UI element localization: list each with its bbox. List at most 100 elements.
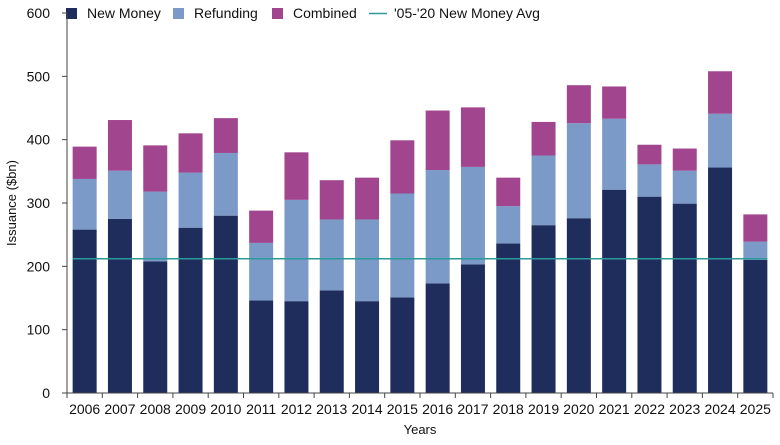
y-tick-label: 200 — [27, 258, 51, 274]
x-tick-label: 2016 — [422, 401, 453, 417]
bar-new-money-2021 — [602, 189, 627, 393]
bar-stack-2022 — [637, 144, 662, 393]
legend-item: Refunding — [173, 5, 258, 21]
bar-stack-2024 — [708, 71, 733, 393]
x-tick-label: 2018 — [493, 401, 524, 417]
bar-stack-2006 — [72, 146, 97, 393]
bar-stack-2017 — [460, 107, 485, 393]
bar-refunding-2022 — [637, 164, 662, 197]
x-axis: 2006 2007 2008 2009 2010 2011 2012 2013 2014 2015… — [66, 392, 774, 417]
legend-label: Refunding — [194, 5, 258, 21]
bar-combined-2008 — [143, 145, 168, 192]
legend: New Money Refunding Combined '05-'20 New Mo… — [66, 5, 540, 21]
x-tick-label: 2024 — [704, 401, 735, 417]
bar-new-money-2023 — [672, 203, 697, 393]
bar-combined-2016 — [425, 110, 450, 171]
y-tick-label: 400 — [27, 132, 51, 148]
x-tick-label: 2011 — [246, 401, 276, 417]
bar-combined-2021 — [602, 86, 627, 119]
legend-item: Combined — [272, 5, 357, 21]
bar-stack-2013 — [319, 180, 344, 393]
bar-new-money-2012 — [284, 301, 309, 393]
bar-new-money-2019 — [531, 225, 556, 393]
bar-refunding-2007 — [107, 170, 132, 219]
bar-stack-2011 — [249, 210, 274, 393]
legend-swatch — [66, 8, 77, 19]
x-tick-label: 2013 — [316, 401, 347, 417]
bar-new-money-2024 — [708, 167, 733, 393]
bar-refunding-2011 — [249, 242, 274, 301]
bar-refunding-2024 — [708, 113, 733, 168]
bar-refunding-2021 — [602, 118, 627, 190]
bar-refunding-2006 — [72, 178, 97, 230]
y-tick-label: 500 — [27, 68, 51, 84]
bar-new-money-2022 — [637, 196, 662, 393]
bar-new-money-2025 — [743, 260, 768, 393]
y-axis: 0 100 200 300 400 500 600 — [27, 5, 68, 401]
bar-stack-2019 — [531, 121, 556, 393]
bar-stack-2025 — [743, 214, 768, 393]
x-tick-label: 2021 — [599, 401, 630, 417]
bar-combined-2011 — [249, 210, 274, 243]
x-axis-title: Years — [404, 422, 437, 437]
bar-stack-2016 — [425, 110, 450, 393]
bar-new-money-2014 — [355, 301, 380, 393]
x-tick-label: 2017 — [457, 401, 488, 417]
bar-refunding-2012 — [284, 199, 309, 302]
y-tick-label: 100 — [27, 322, 51, 338]
x-tick-label: 2014 — [351, 401, 382, 417]
bar-combined-2015 — [390, 140, 415, 194]
bar-combined-2010 — [213, 118, 238, 153]
bar-refunding-2014 — [355, 219, 380, 302]
bar-new-money-2010 — [213, 215, 238, 393]
bar-stack-2020 — [566, 85, 591, 393]
x-tick-label: 2022 — [634, 401, 665, 417]
legend-item: '05-'20 New Money Avg — [369, 5, 540, 21]
bar-combined-2024 — [708, 71, 733, 114]
x-tick-label: 2025 — [740, 401, 771, 417]
bar-stack-2023 — [672, 148, 697, 393]
bar-new-money-2020 — [566, 218, 591, 393]
bar-stack-2008 — [143, 145, 168, 393]
x-tick-label: 2010 — [210, 401, 241, 417]
y-tick-label: 0 — [42, 385, 50, 401]
bar-refunding-2019 — [531, 155, 556, 226]
bar-stack-2007 — [107, 120, 132, 393]
x-tick-label: 2006 — [69, 401, 100, 417]
legend-swatch — [173, 8, 184, 19]
bar-stack-2012 — [284, 152, 309, 393]
bar-combined-2009 — [178, 133, 203, 173]
x-tick-label: 2015 — [387, 401, 418, 417]
bar-combined-2022 — [637, 144, 662, 165]
legend-swatch — [272, 8, 283, 19]
bar-stack-2014 — [355, 177, 380, 393]
legend-item: New Money — [66, 5, 161, 21]
bar-new-money-2006 — [72, 229, 97, 393]
legend-label: Combined — [293, 5, 357, 21]
bar-new-money-2011 — [249, 300, 274, 393]
bar-combined-2006 — [72, 146, 97, 179]
y-tick-label: 600 — [27, 5, 51, 21]
x-tick-label: 2009 — [175, 401, 206, 417]
bar-refunding-2018 — [496, 206, 521, 244]
bar-new-money-2016 — [425, 283, 450, 393]
bar-refunding-2013 — [319, 219, 344, 291]
bar-new-money-2013 — [319, 290, 344, 393]
bar-combined-2012 — [284, 152, 309, 200]
bars — [72, 71, 768, 393]
x-tick-label: 2008 — [140, 401, 171, 417]
bar-stack-2010 — [213, 118, 238, 393]
bar-combined-2025 — [743, 214, 768, 242]
bar-refunding-2025 — [743, 241, 768, 260]
bar-new-money-2008 — [143, 261, 168, 393]
bar-stack-2021 — [602, 86, 627, 393]
bar-new-money-2015 — [390, 297, 415, 393]
bar-combined-2013 — [319, 180, 344, 220]
bar-refunding-2010 — [213, 152, 238, 216]
bar-combined-2014 — [355, 177, 380, 220]
bar-combined-2020 — [566, 85, 591, 124]
bar-combined-2019 — [531, 121, 556, 156]
bar-combined-2007 — [107, 120, 132, 171]
